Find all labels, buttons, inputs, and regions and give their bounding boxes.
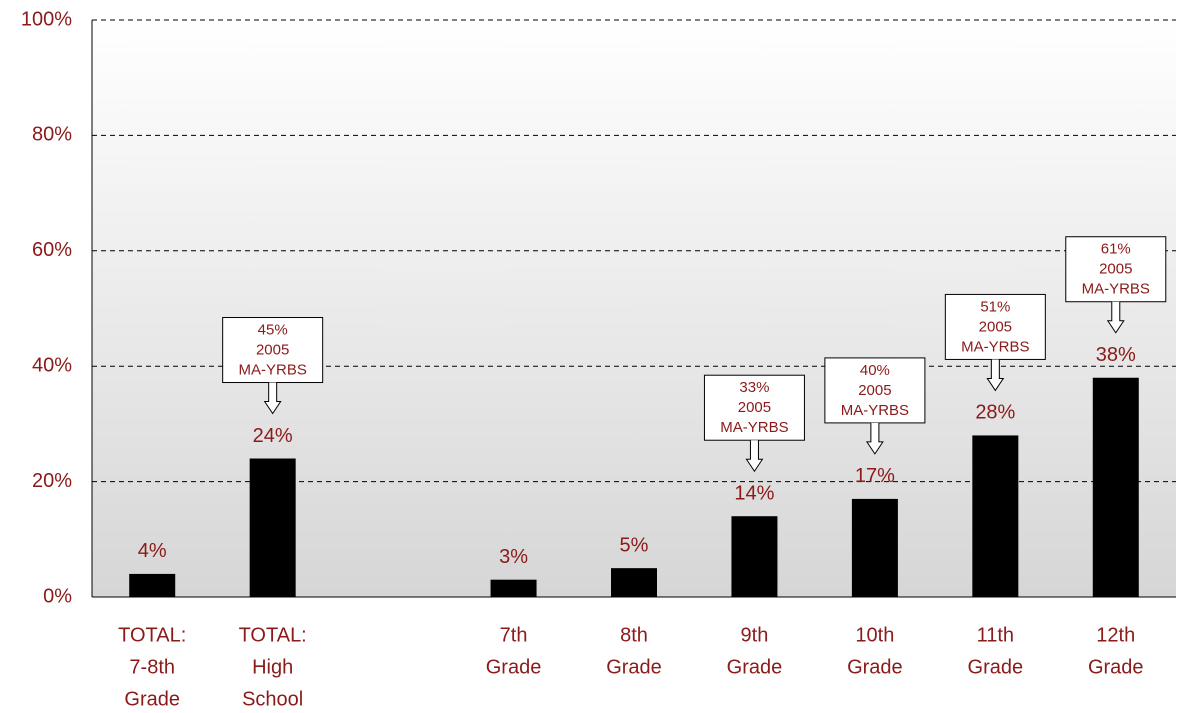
y-tick-label: 100% <box>21 8 72 30</box>
value-label: 4% <box>138 540 167 562</box>
x-tick-label: 7-8th <box>129 656 175 678</box>
x-tick-label: Grade <box>727 656 783 678</box>
x-tick-label: TOTAL: <box>239 624 307 646</box>
callout-text: MA-YRBS <box>238 361 306 378</box>
callout-text: 2005 <box>858 382 891 399</box>
value-label: 24% <box>253 425 293 447</box>
value-label: 14% <box>734 483 774 505</box>
x-tick-label: 10th <box>855 624 894 646</box>
callout-text: 2005 <box>979 318 1012 335</box>
bar <box>611 568 657 597</box>
callout-arrow <box>1106 301 1125 334</box>
value-label: 3% <box>499 546 528 568</box>
y-tick-label: 60% <box>32 239 72 261</box>
x-tick-label: Grade <box>606 656 662 678</box>
callout-arrow <box>745 440 764 473</box>
callout-text: MA-YRBS <box>1082 281 1150 298</box>
y-tick-label: 0% <box>43 585 72 607</box>
callout-box <box>703 374 805 441</box>
bar <box>1092 377 1139 597</box>
callout-text: MA-YRBS <box>720 419 788 436</box>
y-tick-label: 80% <box>32 124 72 146</box>
callout-arrow <box>865 422 884 455</box>
callout-text: 2005 <box>738 399 771 416</box>
x-tick-label: Grade <box>968 656 1024 678</box>
x-tick-label: 12th <box>1096 624 1135 646</box>
callout-box <box>824 357 926 424</box>
x-tick-label: 7th <box>500 624 528 646</box>
callout-arrow <box>263 382 282 415</box>
callout-text: 40% <box>860 362 890 379</box>
bar <box>129 573 176 597</box>
x-tick-label: Grade <box>1088 656 1144 678</box>
x-tick-label: 11th <box>977 624 1014 646</box>
callout-box <box>944 293 1046 360</box>
callout-text: MA-YRBS <box>841 402 909 419</box>
y-tick-label: 20% <box>32 470 72 492</box>
bar <box>249 458 296 597</box>
x-tick-label: Grade <box>486 656 542 678</box>
callout-text: 61% <box>1101 241 1131 258</box>
x-tick-label: 9th <box>741 624 769 646</box>
y-tick-label: 40% <box>32 354 72 376</box>
value-label: 28% <box>975 402 1015 424</box>
bar <box>731 516 778 597</box>
x-tick-label: TOTAL: <box>118 624 186 646</box>
callout-text: MA-YRBS <box>961 338 1029 355</box>
callout-text: 33% <box>739 379 769 396</box>
callout-text: 2005 <box>256 341 289 358</box>
x-tick-label: Grade <box>124 688 180 710</box>
value-label: 5% <box>620 534 649 556</box>
value-label: 17% <box>855 465 895 487</box>
callout-text: 51% <box>980 298 1010 315</box>
bar <box>851 498 898 597</box>
callout-text: 2005 <box>1099 261 1132 278</box>
callout-box <box>222 317 324 384</box>
callout-text: 45% <box>258 321 288 338</box>
callout-arrow <box>986 359 1005 392</box>
x-tick-label: School <box>242 688 303 710</box>
bar <box>972 435 1019 597</box>
x-tick-label: High <box>252 656 293 678</box>
x-tick-label: Grade <box>847 656 903 678</box>
bar <box>490 579 537 597</box>
value-label: 38% <box>1096 344 1136 366</box>
x-tick-label: 8th <box>620 624 648 646</box>
